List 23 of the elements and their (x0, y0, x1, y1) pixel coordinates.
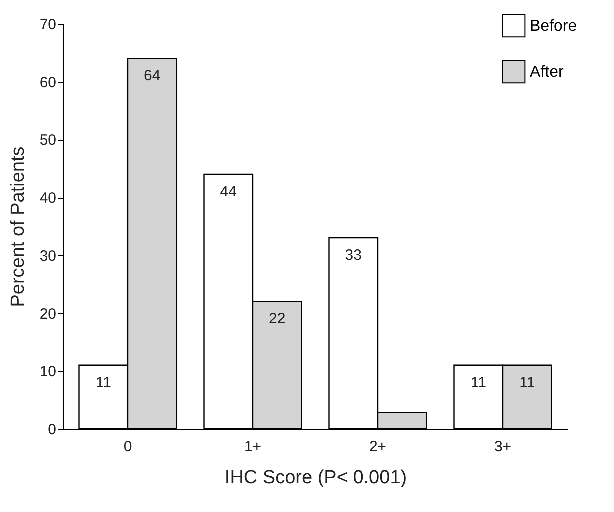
data-label: 11 (470, 374, 486, 392)
y-tick-label: 0 (48, 422, 56, 438)
data-label: 64 (144, 68, 161, 85)
x-axis-title: IHC Score (P< 0.001) (224, 468, 408, 488)
y-tick-label: 70 (40, 16, 56, 34)
y-axis-title: Percent of Patients (8, 146, 29, 308)
y-tick-label: 40 (40, 190, 56, 208)
data-label: 11 (520, 374, 536, 392)
data-label: 22 (269, 310, 286, 328)
data-label: 44 (220, 183, 237, 200)
y-tick-label: 50 (40, 132, 56, 150)
x-tick-label: 2+ (369, 438, 387, 456)
x-tick-label: 1+ (244, 438, 262, 456)
y-tick-label: 20 (40, 306, 56, 323)
y-tick-label: 60 (40, 74, 56, 92)
data-label: 33 (345, 247, 362, 264)
y-tick-label: 30 (40, 248, 56, 265)
x-tick-label: 0 (124, 438, 132, 456)
legend-label: After (530, 64, 564, 81)
y-tick-label: 10 (40, 364, 56, 381)
legend-label: Before (530, 18, 578, 35)
x-tick-label: 3+ (494, 438, 512, 456)
data-label: 11 (96, 374, 112, 392)
